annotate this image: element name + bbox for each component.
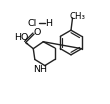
Text: HO: HO bbox=[14, 33, 28, 42]
Text: Cl: Cl bbox=[28, 19, 37, 28]
Text: CH₃: CH₃ bbox=[69, 12, 85, 21]
Text: H: H bbox=[45, 19, 52, 28]
Text: O: O bbox=[33, 28, 41, 37]
Text: NH: NH bbox=[33, 65, 47, 74]
